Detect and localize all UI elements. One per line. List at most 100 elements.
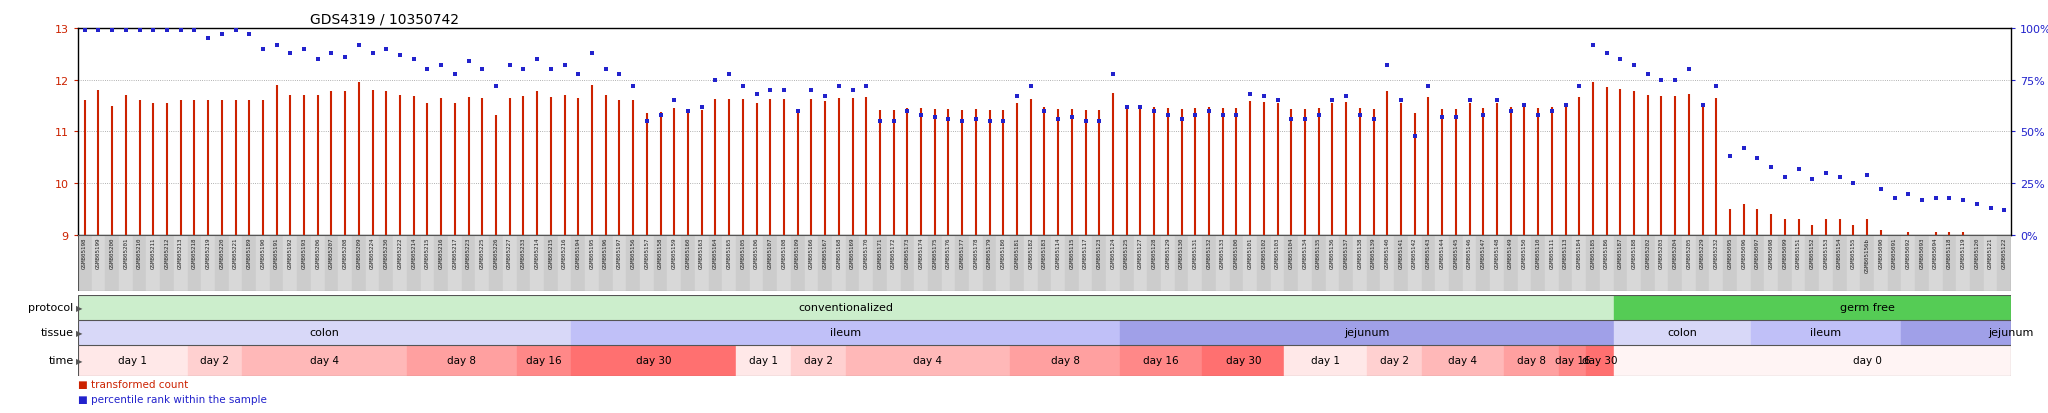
Point <box>1878 195 1911 202</box>
Bar <box>133 235 145 291</box>
Point <box>602 71 635 78</box>
Bar <box>942 235 954 291</box>
Text: GSM805133: GSM805133 <box>1221 237 1225 268</box>
Text: GSM805212: GSM805212 <box>164 237 170 268</box>
Text: GSM805099: GSM805099 <box>1782 237 1788 268</box>
Bar <box>1120 320 1614 345</box>
Text: GSM805150: GSM805150 <box>1522 237 1528 268</box>
Bar <box>750 235 764 291</box>
Bar <box>598 235 612 291</box>
Text: GSM805148: GSM805148 <box>1495 237 1499 268</box>
Point <box>1618 63 1651 69</box>
Text: GSM805111: GSM805111 <box>1548 237 1554 268</box>
Text: GSM805093: GSM805093 <box>1919 237 1925 268</box>
Point <box>1014 83 1047 90</box>
Text: GSM805121: GSM805121 <box>1989 237 1993 268</box>
Text: GSM805119: GSM805119 <box>1960 237 1966 268</box>
Bar <box>1202 235 1217 291</box>
Point <box>1563 83 1595 90</box>
Text: GSM805223: GSM805223 <box>467 237 471 268</box>
Bar <box>367 235 379 291</box>
Text: GSM805229: GSM805229 <box>1700 237 1706 268</box>
Point <box>123 28 156 34</box>
Point <box>1536 108 1569 115</box>
Bar <box>1217 235 1229 291</box>
Bar <box>1010 345 1120 376</box>
Text: GSM805153: GSM805153 <box>1823 237 1829 268</box>
Text: ileum: ileum <box>1810 328 1841 337</box>
Text: GSM805193: GSM805193 <box>301 237 307 268</box>
Text: GDS4319 / 10350742: GDS4319 / 10350742 <box>309 12 459 26</box>
Bar <box>1573 235 1585 291</box>
Point <box>1425 114 1458 121</box>
Point <box>1796 176 1829 183</box>
Bar <box>1640 235 1655 291</box>
Text: GSM805203: GSM805203 <box>1659 237 1663 268</box>
Bar <box>860 235 872 291</box>
Bar <box>1257 235 1270 291</box>
Text: GSM805130: GSM805130 <box>1180 237 1184 268</box>
Bar <box>104 235 119 291</box>
Bar <box>338 235 352 291</box>
Bar <box>229 235 242 291</box>
Point <box>1974 205 2007 212</box>
Bar <box>1585 345 1614 376</box>
Bar <box>1366 345 1421 376</box>
Point <box>1096 71 1128 78</box>
Point <box>713 71 745 78</box>
Text: GSM805176: GSM805176 <box>946 237 950 268</box>
Text: GSM805125: GSM805125 <box>1124 237 1128 268</box>
Point <box>287 46 319 53</box>
Point <box>1454 98 1487 104</box>
Text: colon: colon <box>309 328 340 337</box>
Text: GSM805189: GSM805189 <box>246 237 252 268</box>
Point <box>1276 116 1309 123</box>
Point <box>1069 119 1102 125</box>
Point <box>1399 133 1432 140</box>
Bar <box>1763 235 1778 291</box>
Text: GSM805209: GSM805209 <box>356 237 360 268</box>
Point <box>1507 102 1540 109</box>
Point <box>1221 112 1253 119</box>
Point <box>479 83 512 90</box>
Point <box>397 57 430 63</box>
Bar <box>1778 235 1792 291</box>
Bar <box>776 235 791 291</box>
Text: GSM805187: GSM805187 <box>1618 237 1622 268</box>
Bar <box>1120 235 1135 291</box>
Text: GSM805114: GSM805114 <box>1055 237 1061 268</box>
Point <box>1837 180 1870 187</box>
Text: GSM805141: GSM805141 <box>1399 237 1403 268</box>
Bar <box>504 235 516 291</box>
Bar <box>1092 235 1106 291</box>
Bar <box>78 235 92 291</box>
Point <box>698 77 731 84</box>
Text: GSM805207: GSM805207 <box>330 237 334 268</box>
Text: GSM805104: GSM805104 <box>1288 237 1294 268</box>
Text: GSM805124: GSM805124 <box>1110 237 1116 268</box>
Point <box>1548 102 1581 109</box>
Point <box>1948 197 1980 204</box>
Bar <box>627 235 639 291</box>
Point <box>193 36 225 43</box>
Text: day 2: day 2 <box>201 355 229 366</box>
Text: day 4: day 4 <box>913 355 942 366</box>
Point <box>1604 57 1636 63</box>
Text: GSM805138: GSM805138 <box>1358 237 1362 268</box>
Text: GSM805157: GSM805157 <box>645 237 649 268</box>
Text: GSM805155: GSM805155 <box>1851 237 1855 268</box>
Point <box>1042 116 1075 123</box>
Text: day 30: day 30 <box>637 355 672 366</box>
Bar <box>1970 235 1985 291</box>
Bar <box>145 235 160 291</box>
Text: GSM805221: GSM805221 <box>233 237 238 268</box>
Bar <box>1544 235 1559 291</box>
Bar <box>1915 235 1929 291</box>
Bar <box>969 235 983 291</box>
Point <box>575 50 608 57</box>
Text: GSM805202: GSM805202 <box>1645 237 1651 268</box>
Bar <box>1243 235 1257 291</box>
Text: GSM805144: GSM805144 <box>1440 237 1444 268</box>
Text: GSM805218: GSM805218 <box>193 237 197 268</box>
Point <box>645 112 678 119</box>
